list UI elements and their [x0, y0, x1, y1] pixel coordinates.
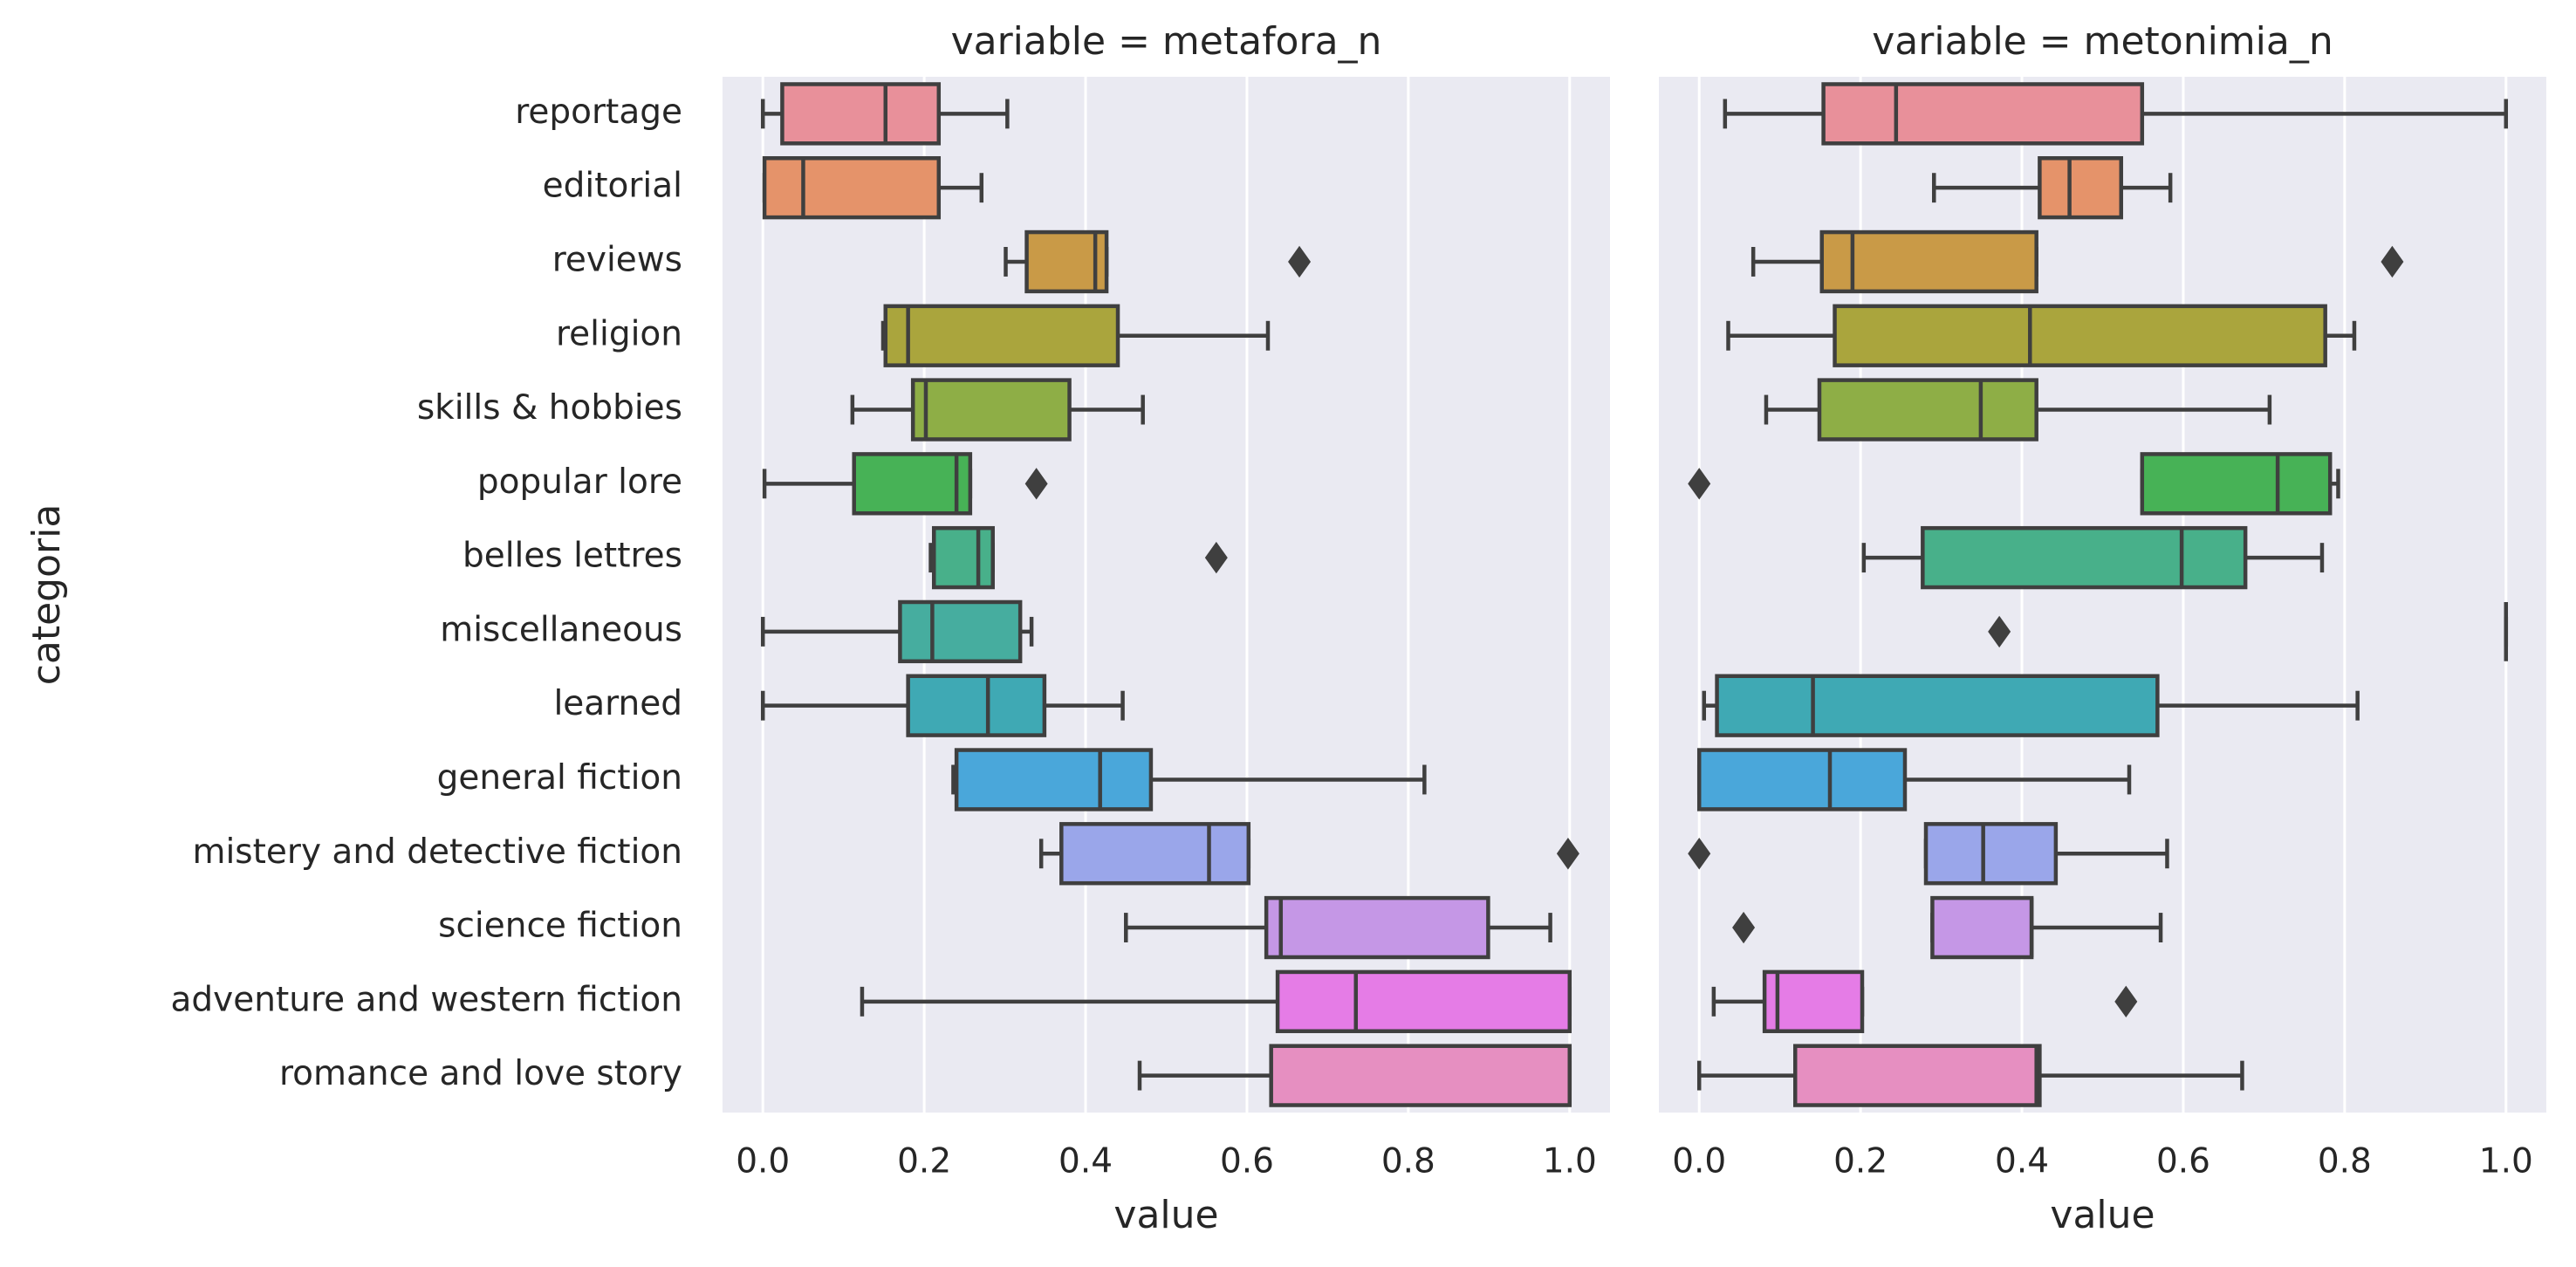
panel-title: variable = metonimia_n [1872, 19, 2333, 64]
outlier [1288, 245, 1312, 278]
outlier [1556, 838, 1579, 870]
y-tick-label: reviews [552, 240, 682, 279]
y-tick-label: editorial [543, 167, 682, 206]
box [1821, 82, 2145, 146]
y-tick-label: reportage [515, 92, 682, 132]
y-tick-label: skills & hobbies [417, 388, 682, 428]
box [1833, 304, 2327, 367]
box [1921, 525, 2248, 590]
box [883, 304, 1120, 367]
box [954, 748, 1154, 812]
outlier [1732, 911, 1756, 944]
box [1930, 895, 2034, 960]
y-tick-label: romance and love story [279, 1054, 682, 1093]
y-tick-label: mistery and detective fiction [192, 832, 682, 872]
y-tick-label: belles lettres [462, 537, 682, 576]
x-axis-label: value [1113, 1193, 1218, 1237]
y-tick-label: miscellaneous [440, 610, 682, 649]
panel-title: variable = metafora_n [951, 19, 1382, 64]
x-tick-label: 0.4 [1995, 1142, 2049, 1181]
plot-background [1659, 77, 2546, 1113]
y-tick-label: religion [556, 314, 682, 353]
y-tick-label: adventure and western fiction [171, 980, 682, 1019]
x-tick-label: 0.0 [736, 1142, 790, 1181]
box [1923, 822, 2059, 886]
box [852, 452, 973, 516]
outlier [1688, 468, 1711, 500]
x-tick-label: 0.6 [1220, 1142, 1274, 1181]
box [1819, 229, 2038, 294]
box [1275, 969, 1572, 1033]
box [1269, 1044, 1572, 1107]
box [2038, 156, 2124, 220]
box [762, 156, 942, 220]
x-tick-label: 1.0 [2479, 1142, 2533, 1181]
x-tick-label: 0.6 [2156, 1142, 2210, 1181]
y-axis-label: categoria [24, 504, 69, 686]
x-tick-label: 0.2 [1833, 1142, 1887, 1181]
box [2140, 452, 2333, 516]
box [1715, 674, 2160, 737]
box [906, 674, 1047, 737]
x-tick-label: 0.8 [2318, 1142, 2372, 1181]
box [910, 378, 1072, 442]
x-axis-label: value [2050, 1193, 2155, 1237]
outlier [1988, 615, 2011, 648]
outlier [2114, 985, 2138, 1018]
box [1817, 378, 2038, 442]
y-tick-label: science fiction [438, 907, 682, 946]
box [1024, 229, 1109, 294]
box [1264, 895, 1490, 960]
y-tick-label: popular lore [477, 462, 682, 502]
x-tick-label: 0.8 [1381, 1142, 1435, 1181]
box [1696, 748, 1908, 812]
outlier [1204, 541, 1228, 574]
box [931, 525, 995, 590]
x-tick-label: 1.0 [1543, 1142, 1597, 1181]
outlier [1024, 468, 1048, 500]
box [1792, 1044, 2042, 1107]
box [1762, 969, 1865, 1033]
box [898, 599, 1023, 664]
x-tick-label: 0.0 [1672, 1142, 1726, 1181]
outlier [2381, 245, 2404, 278]
outlier [1688, 838, 1711, 870]
x-tick-label: 0.2 [897, 1142, 951, 1181]
x-tick-label: 0.4 [1058, 1142, 1113, 1181]
box [1059, 822, 1251, 886]
y-tick-label: learned [553, 684, 682, 723]
y-tick-label: general fiction [437, 758, 682, 798]
box [780, 82, 942, 146]
